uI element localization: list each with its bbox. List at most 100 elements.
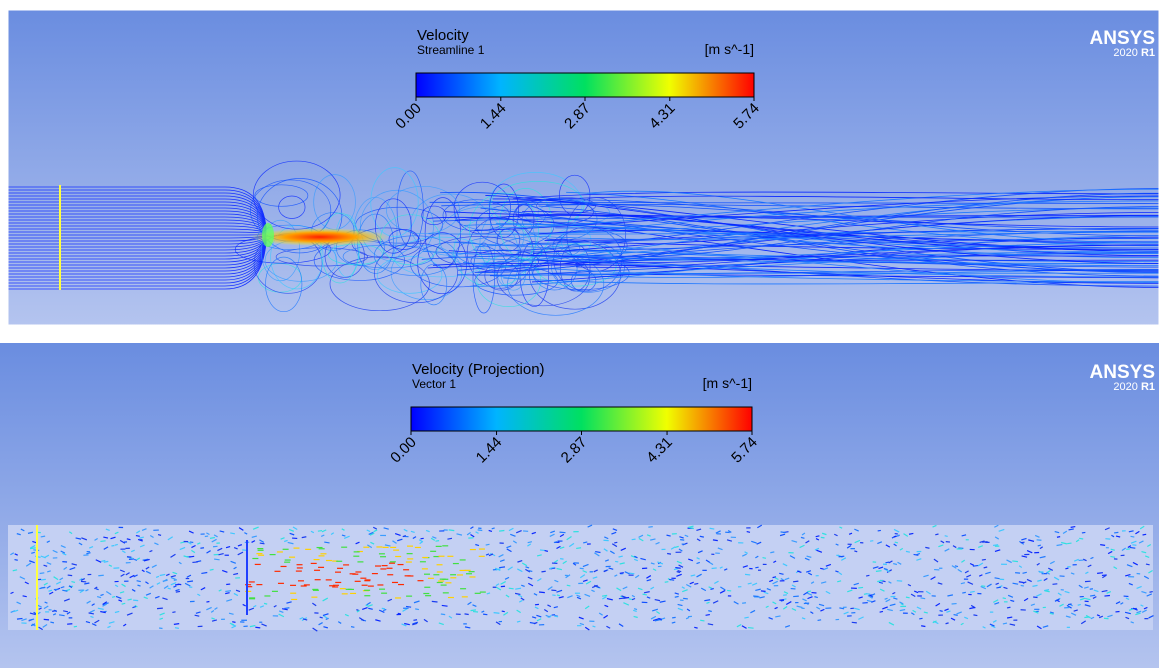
streamline-loop — [424, 197, 461, 269]
vector — [839, 607, 845, 610]
vector — [516, 620, 521, 623]
vector — [592, 576, 598, 579]
vector — [994, 602, 1000, 605]
vector — [940, 540, 945, 544]
vector — [94, 586, 98, 590]
vector — [654, 598, 661, 602]
vector — [1128, 608, 1134, 611]
vector — [667, 552, 672, 555]
logo-version: 2020 R1 — [1113, 381, 1155, 393]
vector — [601, 594, 608, 597]
vector — [719, 566, 723, 569]
vector — [488, 529, 493, 533]
vector — [553, 559, 559, 564]
vector — [1096, 614, 1101, 617]
vector — [837, 580, 842, 583]
vector — [504, 576, 510, 580]
vector — [656, 611, 661, 615]
vector — [1145, 563, 1150, 566]
vector — [820, 567, 824, 570]
vector — [709, 527, 715, 530]
vector — [981, 558, 986, 561]
vector — [155, 575, 160, 578]
vector — [1037, 544, 1042, 547]
vector — [527, 543, 532, 547]
legend-title: Velocity (Projection) — [412, 361, 545, 378]
streamline-loop — [421, 205, 447, 226]
streamline-loop — [374, 198, 412, 254]
vector — [318, 622, 323, 626]
vector — [779, 572, 784, 575]
vector — [105, 528, 110, 532]
vector — [145, 592, 152, 596]
vector — [1053, 576, 1060, 581]
vector — [1067, 542, 1072, 545]
vector — [1023, 597, 1029, 602]
vector — [62, 552, 67, 556]
vector — [320, 534, 325, 537]
vector — [141, 528, 147, 532]
vector — [71, 580, 76, 584]
vector — [121, 550, 126, 554]
vector — [916, 558, 922, 561]
vector — [37, 611, 41, 615]
vector — [284, 539, 288, 543]
vector — [1139, 525, 1145, 530]
vector — [189, 541, 194, 544]
vector — [412, 536, 417, 540]
vector — [366, 529, 371, 533]
vector — [993, 599, 999, 603]
vector — [986, 583, 992, 588]
streamline — [594, 206, 1159, 257]
vector — [634, 574, 640, 579]
vector — [111, 595, 116, 598]
vector — [594, 584, 600, 589]
vector — [603, 569, 608, 573]
vector — [1128, 530, 1134, 533]
vector — [763, 591, 769, 595]
vector — [772, 576, 777, 579]
vector — [312, 602, 317, 607]
vector — [1115, 535, 1121, 538]
vector — [631, 594, 636, 598]
vector — [217, 547, 223, 552]
vector — [1006, 559, 1012, 564]
vector — [742, 602, 747, 604]
vector — [69, 567, 76, 571]
vector — [1073, 609, 1078, 612]
vector — [103, 536, 109, 539]
vector — [969, 606, 975, 610]
streamline-loop — [438, 206, 525, 268]
vector — [120, 573, 125, 577]
streamline-loop — [388, 229, 420, 250]
vector — [566, 535, 572, 541]
vector — [751, 540, 757, 544]
vector — [1077, 603, 1081, 606]
vector — [559, 533, 565, 538]
vector — [19, 576, 26, 580]
vector — [1101, 589, 1108, 593]
streamline — [493, 272, 1159, 277]
vector — [43, 582, 48, 586]
vector — [53, 576, 59, 581]
vector — [91, 603, 95, 607]
vector — [888, 621, 895, 626]
vector — [1081, 531, 1086, 534]
vector — [699, 535, 704, 538]
vector — [744, 573, 751, 576]
vector — [558, 596, 564, 599]
vector — [578, 616, 584, 620]
vector — [1121, 547, 1127, 551]
vector — [13, 609, 19, 613]
vector — [642, 593, 647, 596]
vector — [609, 550, 615, 555]
vector — [806, 555, 812, 558]
vector — [1127, 545, 1132, 549]
vector — [723, 568, 728, 571]
vector — [591, 589, 595, 593]
streamline — [455, 214, 1159, 228]
vector — [907, 583, 912, 587]
vector — [944, 535, 948, 538]
vector — [1065, 567, 1069, 570]
vector — [576, 596, 582, 600]
